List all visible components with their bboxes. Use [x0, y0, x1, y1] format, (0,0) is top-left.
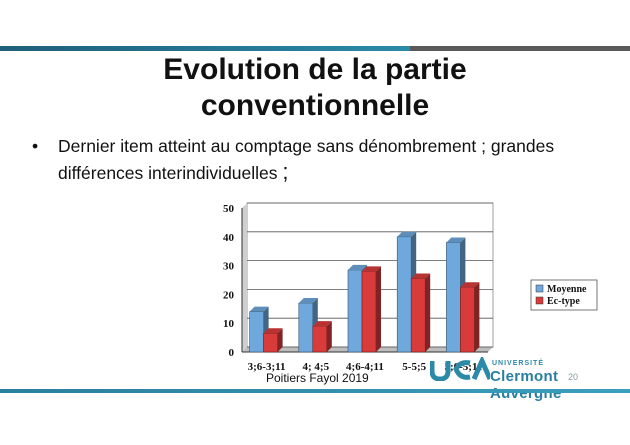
- bar-top-ec-type: [460, 282, 480, 288]
- slide-title: Evolution de la partie conventionnelle: [60, 52, 570, 124]
- legend-label: Moyenne: [547, 284, 587, 295]
- y-tick-label: 50: [223, 203, 235, 215]
- bar-ec-type: [361, 271, 377, 353]
- bullet-end-mark: ;: [282, 159, 289, 184]
- bar-moyenne: [446, 242, 461, 353]
- bar-ec-type: [460, 286, 475, 353]
- bullet-text-block: Dernier item atteint au comptage sans dé…: [58, 133, 618, 186]
- bar-side-ec-type: [474, 282, 480, 352]
- page-number: 20: [568, 372, 579, 382]
- bar-top-ec-type: [362, 266, 381, 272]
- y-tick-label: 30: [223, 261, 235, 273]
- y-tick-label: 40: [223, 232, 235, 244]
- bullet-text: Dernier item atteint au comptage sans dé…: [58, 136, 555, 183]
- bar-top-moyenne: [249, 306, 269, 312]
- bar-side-ec-type: [326, 321, 332, 352]
- x-tick-label: 3;6-3;11: [248, 361, 286, 373]
- bar-top-ec-type: [411, 273, 431, 279]
- bar-top-ec-type: [263, 328, 283, 334]
- bar-top-ec-type: [312, 321, 332, 327]
- y-tick-label: 0: [229, 347, 235, 359]
- bottom-accent-band: [0, 389, 630, 393]
- x-tick-label: 5-5;5: [402, 361, 426, 373]
- bar-top-moyenne: [446, 237, 466, 243]
- legend-label: Ec-type: [547, 296, 580, 307]
- bar-top-moyenne: [397, 231, 417, 237]
- logo-university-label: UNIVERSITÉ: [492, 360, 545, 367]
- chart-side-wall: [242, 203, 247, 352]
- bar-ec-type: [312, 325, 328, 353]
- bullet-marker: •: [32, 136, 39, 156]
- bar-side-ec-type: [376, 266, 381, 352]
- y-tick-label: 10: [223, 318, 235, 330]
- university-logo-icon: [430, 357, 490, 381]
- bar-top-moyenne: [348, 264, 367, 270]
- legend-swatch-moyenne: [535, 284, 544, 293]
- bar-ec-type: [410, 278, 426, 353]
- x-tick-label: 4;6-4;11: [346, 361, 384, 373]
- y-tick-label: 20: [223, 289, 235, 301]
- bar-side-ec-type: [277, 328, 283, 352]
- bar-side-ec-type: [425, 273, 431, 352]
- bar-moyenne: [347, 269, 363, 353]
- bar-moyenne: [396, 236, 412, 353]
- title-line-2: conventionnelle: [200, 89, 430, 122]
- top-accent-band: [0, 46, 630, 51]
- title-line-1: Evolution de la partie: [163, 53, 467, 86]
- bar-moyenne: [298, 302, 314, 353]
- bar-top-moyenne: [298, 298, 318, 304]
- x-tick-label: 4; 4;5: [303, 361, 330, 373]
- bar-ec-type: [263, 332, 278, 353]
- footer-credit: Poitiers Fayol 2019: [266, 371, 369, 385]
- bar-moyenne: [249, 311, 264, 353]
- logo-university-name: Clermont Auvergne: [490, 368, 562, 402]
- legend-swatch-ec-type: [535, 296, 544, 305]
